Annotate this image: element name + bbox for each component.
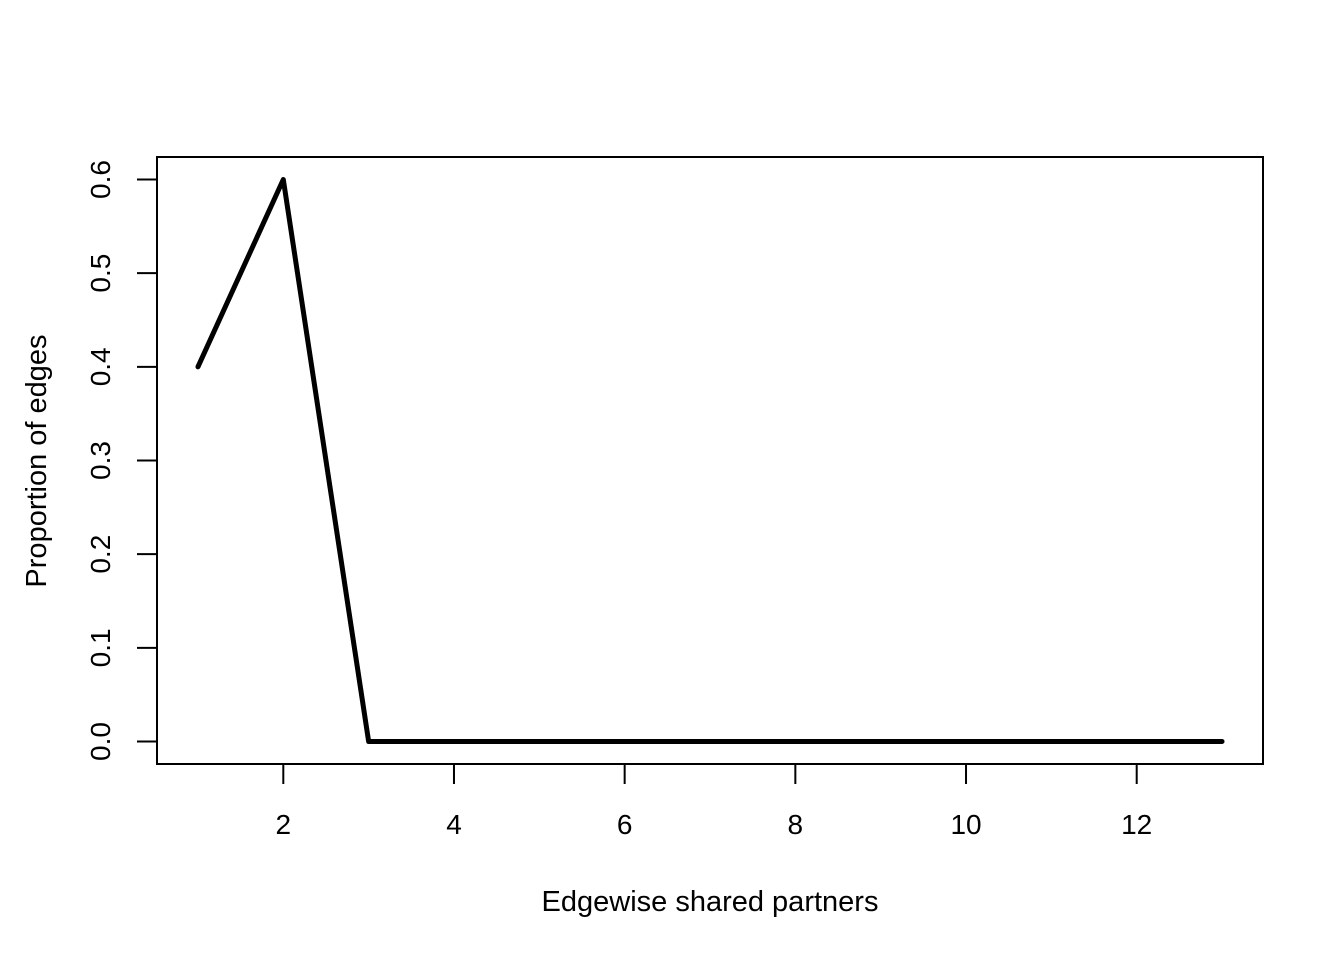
y-tick-label: 0.2 xyxy=(85,535,116,574)
series-line xyxy=(195,176,1225,745)
y-tick-label: 0.6 xyxy=(85,160,116,199)
y-tick-label: 0.5 xyxy=(85,254,116,293)
y-axis-title: Proportion of edges xyxy=(21,334,53,587)
x-axis: 2 4 6 8 10 12 xyxy=(276,763,1152,840)
series-layer xyxy=(195,176,1225,745)
y-tick-label: 0.1 xyxy=(85,628,116,667)
x-tick-label: 12 xyxy=(1121,809,1152,840)
x-tick-label: 2 xyxy=(276,809,292,840)
y-axis: 0.0 0.1 0.2 0.3 0.4 0.5 0.6 xyxy=(85,160,158,761)
x-axis-title: Edgewise shared partners xyxy=(542,886,879,918)
x-tick-label: 6 xyxy=(617,809,633,840)
plot-frame xyxy=(156,156,1264,765)
y-tick-label: 0.4 xyxy=(85,347,116,386)
x-tick-label: 8 xyxy=(788,809,804,840)
y-tick-label: 0.0 xyxy=(85,722,116,761)
x-tick-label: 10 xyxy=(950,809,981,840)
y-tick-label: 0.3 xyxy=(85,441,116,480)
x-tick-label: 4 xyxy=(446,809,462,840)
